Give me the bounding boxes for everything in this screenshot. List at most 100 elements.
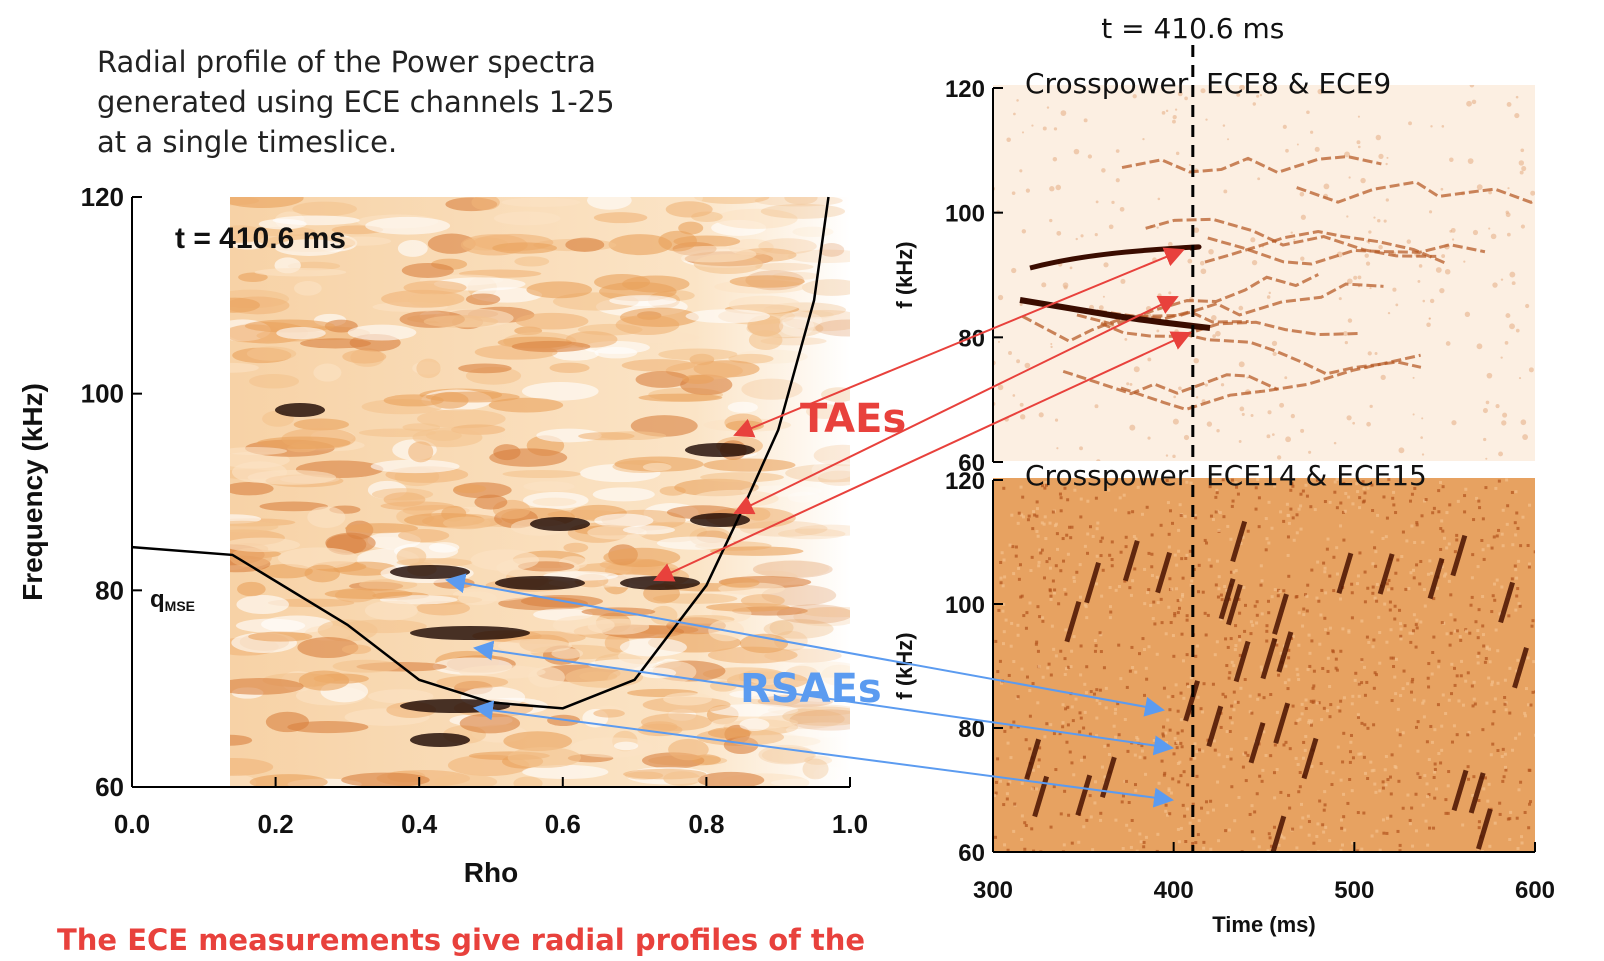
texture: [1304, 593, 1308, 597]
texture: [1485, 701, 1489, 705]
texture: [1426, 676, 1430, 680]
texture: [1272, 771, 1276, 775]
texture: [1433, 762, 1437, 766]
texture: [1009, 756, 1013, 760]
texture: [1302, 740, 1306, 744]
texture: [364, 600, 418, 621]
texture: [1208, 485, 1212, 489]
texture: [1424, 498, 1428, 502]
texture: [1190, 579, 1194, 583]
texture: [1070, 841, 1074, 845]
texture: [1359, 752, 1363, 756]
texture: [277, 547, 359, 570]
texture: [1451, 238, 1455, 241]
texture: [1094, 780, 1098, 784]
texture: [1429, 724, 1433, 728]
texture: [1180, 745, 1184, 749]
texture: [1515, 511, 1519, 515]
texture: [1032, 849, 1036, 852]
texture: [1066, 498, 1070, 502]
texture: [1414, 725, 1418, 729]
texture: [1414, 623, 1418, 627]
texture: [1389, 814, 1393, 818]
texture: [1522, 434, 1529, 440]
texture: [1257, 177, 1261, 181]
texture: [1168, 509, 1172, 513]
texture: [1300, 256, 1305, 261]
texture: [1257, 496, 1261, 500]
texture: [488, 397, 564, 413]
texture: [1534, 690, 1535, 694]
texture: [1219, 593, 1223, 597]
texture: [1341, 627, 1345, 631]
texture: [1440, 621, 1444, 625]
texture: [1364, 253, 1369, 258]
texture: [1297, 790, 1301, 794]
texture: [682, 374, 714, 385]
texture: [1165, 109, 1169, 113]
texture: [1262, 696, 1266, 700]
texture: [1478, 506, 1482, 510]
texture: [1248, 722, 1266, 764]
texture: [758, 238, 817, 255]
texture: [1480, 538, 1484, 542]
texture: [1047, 662, 1051, 666]
texture: [593, 709, 625, 718]
texture: [1213, 653, 1217, 657]
texture: [1473, 702, 1477, 706]
texture: [1383, 768, 1387, 772]
texture: [1016, 623, 1020, 627]
texture: [1342, 731, 1346, 735]
texture: [1187, 258, 1193, 264]
texture: [620, 307, 699, 327]
y-tick-label: 80: [95, 575, 124, 605]
texture: [1143, 647, 1147, 651]
texture: [1447, 579, 1451, 583]
texture: [249, 774, 328, 787]
texture: [1003, 843, 1007, 847]
texture: [230, 197, 304, 209]
texture: [417, 409, 506, 429]
texture: [1163, 771, 1167, 775]
texture: [1171, 521, 1175, 525]
texture: [997, 384, 1004, 391]
texture: [1236, 92, 1241, 97]
texture: [1025, 611, 1029, 615]
texture: [1171, 634, 1175, 638]
texture: [1230, 785, 1234, 789]
texture: [1517, 602, 1521, 606]
texture: [1049, 723, 1053, 727]
texture: [1500, 585, 1504, 589]
texture: [1523, 714, 1527, 718]
texture: [1026, 518, 1030, 522]
texture: [1248, 812, 1252, 816]
texture: [741, 378, 803, 400]
texture: [1449, 157, 1454, 163]
texture: [1348, 778, 1352, 781]
texture: [1515, 816, 1519, 820]
texture: [1421, 453, 1425, 456]
texture: [502, 469, 581, 479]
texture: [1055, 532, 1059, 536]
texture: [1164, 803, 1168, 807]
texture: [603, 547, 681, 568]
texture: [1403, 624, 1407, 628]
texture: [1182, 770, 1186, 774]
texture: [1515, 95, 1519, 99]
texture: [1373, 546, 1377, 550]
texture: [410, 626, 530, 640]
texture: [1298, 717, 1302, 721]
texture: [1135, 735, 1139, 739]
texture: [1025, 188, 1031, 193]
texture: [1230, 504, 1234, 508]
texture: [1471, 553, 1475, 557]
texture: [1272, 433, 1275, 436]
texture: [1481, 595, 1485, 599]
texture: [1253, 810, 1257, 814]
texture: [1432, 826, 1436, 830]
texture: [570, 737, 653, 758]
texture: [1410, 680, 1414, 684]
texture: [1178, 386, 1182, 391]
texture: [1094, 644, 1098, 648]
texture: [1191, 816, 1195, 820]
